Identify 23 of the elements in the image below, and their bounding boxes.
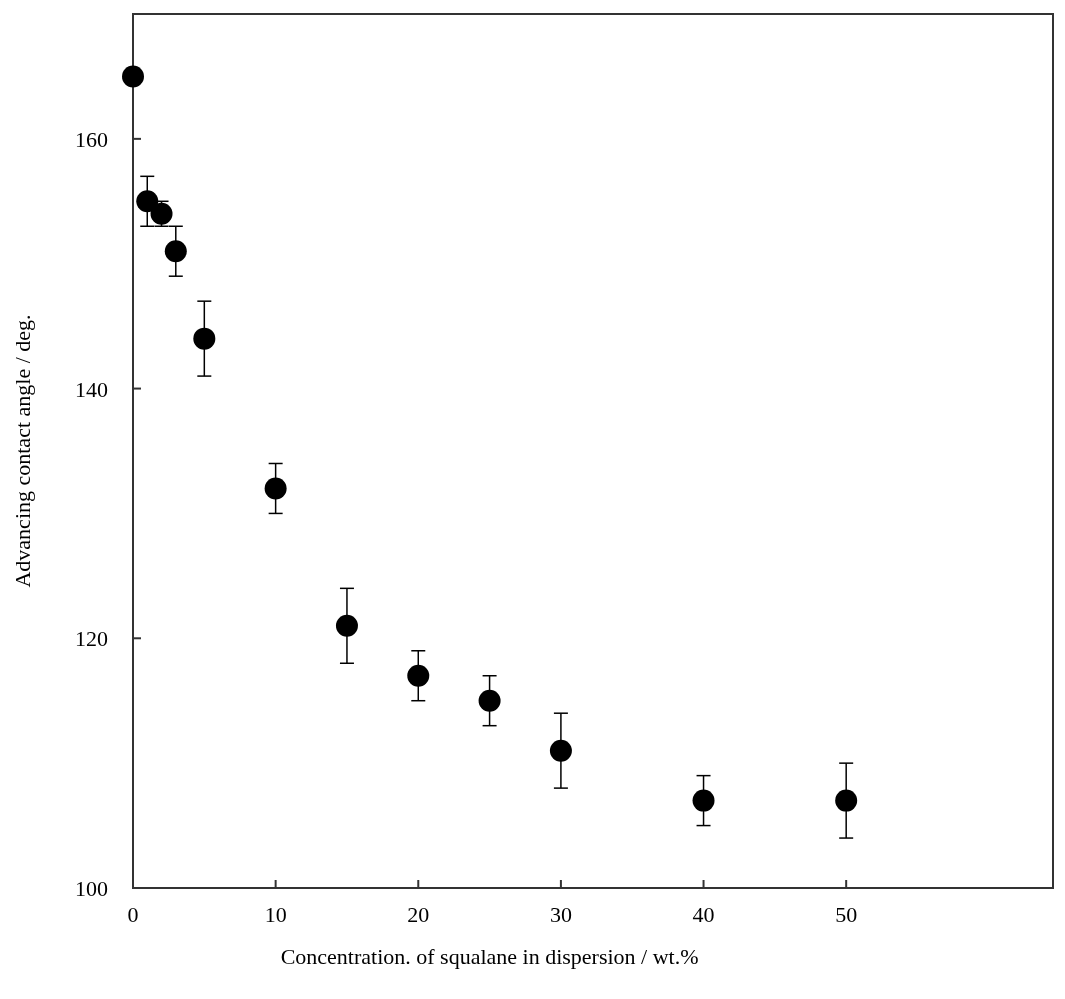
point: [193, 327, 216, 350]
y-tick-label: 100: [75, 876, 108, 901]
y-tick-label: 120: [75, 626, 108, 652]
point: [835, 789, 858, 812]
x-tick-label: 0: [127, 902, 139, 927]
point: [136, 190, 159, 213]
point: [407, 664, 430, 687]
x-tick-label: 30: [549, 902, 572, 927]
x-tick-label: 50: [835, 902, 858, 927]
y-tick-label: 160: [75, 126, 108, 152]
point: [335, 614, 358, 637]
x-tick-label: 40: [692, 902, 715, 927]
point: [478, 689, 501, 712]
point: [164, 240, 187, 263]
x-tick-label: 10: [264, 902, 287, 927]
point: [549, 739, 572, 762]
point: [122, 65, 144, 88]
point: [264, 477, 287, 500]
y-tick-label: 140: [75, 376, 108, 402]
x-tick-label: 20: [407, 902, 430, 927]
y-axis-title: Advancing contact angle / deg.: [10, 314, 35, 588]
x-axis-title: Concentration. of squalane in dispersion / wt.%: [280, 944, 699, 969]
point: [692, 789, 715, 812]
